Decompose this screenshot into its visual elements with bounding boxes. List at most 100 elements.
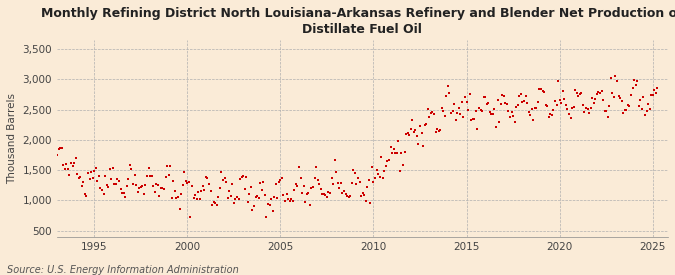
Point (209, 200, 219, 204)
Point (80, 192, 90, 197)
Point (418, 144, 429, 148)
Point (263, 202, 273, 207)
Point (514, 94, 524, 99)
Point (90, 166, 101, 170)
Point (626, 93, 637, 97)
Point (549, 99, 560, 103)
Point (107, 166, 118, 170)
Point (225, 194, 236, 198)
Point (281, 192, 292, 196)
Point (140, 183, 151, 188)
Point (246, 185, 256, 189)
Point (295, 176, 306, 180)
Point (98, 192, 109, 196)
Point (651, 90, 661, 95)
Point (419, 122, 430, 127)
Point (56, 146, 67, 150)
Point (637, 106, 647, 111)
Point (495, 102, 506, 106)
Point (582, 107, 593, 112)
Point (589, 101, 599, 106)
Point (644, 107, 655, 111)
Point (483, 101, 493, 106)
Point (354, 180, 365, 185)
Point (396, 151, 407, 156)
Point (562, 106, 573, 111)
Point (533, 100, 543, 104)
Point (591, 92, 602, 97)
Point (86, 170, 97, 174)
Point (202, 176, 213, 181)
Point (284, 199, 295, 203)
Point (89, 169, 100, 173)
Point (339, 189, 350, 193)
Point (612, 79, 622, 83)
Point (615, 96, 626, 100)
Point (486, 112, 497, 116)
Point (649, 88, 659, 92)
Point (95, 186, 106, 191)
Point (371, 168, 382, 173)
Point (377, 176, 388, 181)
Point (253, 196, 264, 200)
Point (393, 139, 404, 143)
Point (314, 182, 325, 186)
Point (194, 197, 205, 201)
Point (352, 176, 363, 180)
Point (159, 187, 169, 192)
Point (503, 109, 514, 114)
Point (294, 165, 304, 170)
Point (568, 105, 579, 109)
Point (247, 208, 258, 212)
Point (547, 113, 558, 118)
Point (122, 184, 132, 188)
Point (267, 209, 278, 213)
Point (570, 88, 580, 92)
Point (509, 119, 520, 124)
Point (542, 104, 553, 109)
Point (190, 192, 200, 197)
Point (266, 197, 277, 201)
Point (566, 105, 577, 110)
Point (300, 200, 310, 204)
Point (554, 98, 565, 103)
Point (412, 134, 423, 138)
Point (242, 199, 253, 204)
Point (106, 177, 117, 181)
Point (256, 188, 267, 193)
Point (444, 91, 455, 96)
Point (632, 78, 643, 83)
Point (306, 186, 317, 191)
Point (64, 172, 75, 177)
Point (470, 109, 481, 114)
Point (76, 184, 87, 189)
Point (512, 103, 523, 108)
Point (508, 114, 518, 119)
Point (628, 78, 639, 82)
Point (233, 197, 244, 202)
Point (334, 186, 345, 191)
Point (65, 161, 76, 166)
Point (173, 194, 184, 199)
Point (138, 192, 149, 196)
Point (565, 116, 576, 120)
Point (545, 112, 556, 116)
Point (416, 131, 427, 135)
Text: Source: U.S. Energy Information Administration: Source: U.S. Energy Information Administ… (7, 265, 238, 275)
Point (531, 105, 542, 110)
Point (605, 76, 616, 80)
Point (620, 108, 630, 112)
Point (286, 196, 296, 201)
Point (439, 114, 450, 118)
Point (536, 87, 547, 92)
Point (472, 127, 483, 131)
Point (493, 119, 504, 124)
Point (551, 103, 562, 107)
Point (326, 176, 337, 180)
Point (155, 185, 166, 190)
Point (113, 179, 124, 183)
Point (607, 91, 618, 95)
Point (506, 109, 517, 114)
Point (429, 112, 439, 116)
Point (379, 169, 389, 173)
